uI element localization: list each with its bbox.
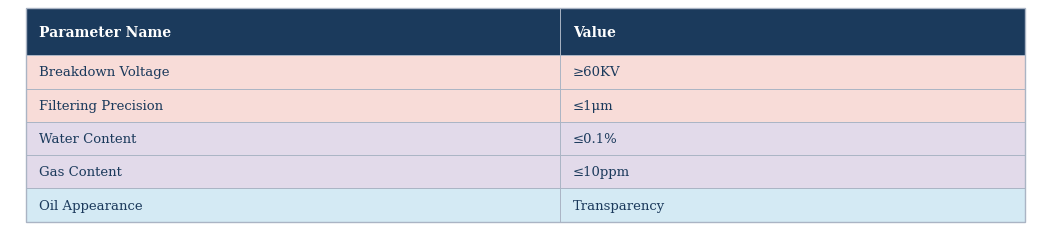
Text: Breakdown Voltage: Breakdown Voltage	[39, 66, 169, 79]
Bar	[26, 122, 560, 155]
Text: Oil Appearance: Oil Appearance	[39, 199, 143, 212]
Bar	[560, 122, 1025, 155]
Bar	[26, 56, 560, 89]
Bar	[560, 188, 1025, 222]
Text: Filtering Precision: Filtering Precision	[39, 99, 163, 112]
Text: ≤10ppm: ≤10ppm	[573, 166, 631, 179]
Text: ≤1μm: ≤1μm	[573, 99, 614, 112]
Bar	[26, 89, 560, 122]
Text: Transparency: Transparency	[573, 199, 665, 212]
Bar	[26, 188, 560, 222]
Text: ≥60KV: ≥60KV	[573, 66, 621, 79]
Text: Gas Content: Gas Content	[39, 166, 122, 179]
Text: ≤0.1%: ≤0.1%	[573, 132, 618, 145]
Bar	[560, 155, 1025, 188]
Text: Parameter Name: Parameter Name	[39, 26, 171, 40]
Text: Water Content: Water Content	[39, 132, 137, 145]
Bar	[560, 56, 1025, 89]
Bar	[560, 89, 1025, 122]
Bar	[26, 9, 1025, 56]
Text: Value: Value	[573, 26, 616, 40]
Bar	[26, 155, 560, 188]
